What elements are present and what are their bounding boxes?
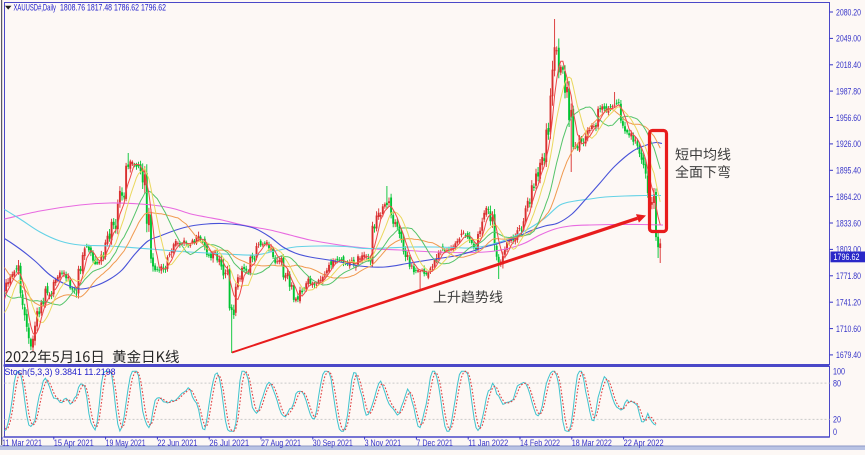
svg-text:27 Aug 2021: 27 Aug 2021 bbox=[261, 438, 301, 449]
svg-text:7 Dec 2021: 7 Dec 2021 bbox=[416, 438, 453, 449]
svg-text:1987.80: 1987.80 bbox=[836, 86, 861, 97]
svg-text:1741.20: 1741.20 bbox=[836, 298, 861, 309]
svg-text:2018.40: 2018.40 bbox=[836, 60, 861, 71]
svg-text:26 Jul 2021: 26 Jul 2021 bbox=[209, 438, 249, 449]
svg-text:1771.80: 1771.80 bbox=[836, 271, 861, 282]
svg-text:22 Jun 2021: 22 Jun 2021 bbox=[157, 438, 197, 449]
svg-text:1710.60: 1710.60 bbox=[836, 324, 861, 335]
svg-text:2049.00: 2049.00 bbox=[836, 34, 861, 45]
svg-text:18 Mar 2022: 18 Mar 2022 bbox=[572, 438, 612, 449]
svg-text:1956.60: 1956.60 bbox=[836, 113, 861, 124]
svg-text:1895.40: 1895.40 bbox=[836, 166, 861, 177]
svg-text:1679.40: 1679.40 bbox=[836, 350, 861, 361]
svg-text:2080.20: 2080.20 bbox=[836, 7, 861, 18]
svg-text:1808.76 1817.48 1786.62 1796.6: 1808.76 1817.48 1786.62 1796.62 bbox=[60, 3, 166, 14]
svg-text:XAUUSD#,Daily: XAUUSD#,Daily bbox=[14, 3, 57, 14]
svg-text:19 May 2021: 19 May 2021 bbox=[106, 438, 146, 449]
svg-text:11 Jan 2022: 11 Jan 2022 bbox=[468, 438, 508, 449]
svg-text:14 Feb 2022: 14 Feb 2022 bbox=[520, 438, 560, 449]
svg-text:11 Mar 2021: 11 Mar 2021 bbox=[2, 438, 42, 449]
svg-text:0: 0 bbox=[833, 427, 837, 438]
svg-text:15 Apr 2021: 15 Apr 2021 bbox=[54, 438, 94, 449]
svg-text:100: 100 bbox=[833, 366, 845, 377]
svg-text:1796.62: 1796.62 bbox=[834, 252, 860, 263]
svg-text:20: 20 bbox=[833, 415, 841, 426]
svg-text:1864.20: 1864.20 bbox=[836, 192, 861, 203]
svg-text:Stoch(5,3,3) 9.3841 11.2198: Stoch(5,3,3) 9.3841 11.2198 bbox=[5, 367, 116, 378]
svg-text:1926.00: 1926.00 bbox=[836, 139, 861, 150]
svg-text:22 Apr 2022: 22 Apr 2022 bbox=[624, 438, 664, 449]
svg-text:1833.60: 1833.60 bbox=[836, 218, 861, 229]
svg-text:80: 80 bbox=[833, 378, 841, 389]
svg-text:3 Nov 2021: 3 Nov 2021 bbox=[365, 438, 402, 449]
svg-text:30 Sep 2021: 30 Sep 2021 bbox=[313, 438, 353, 449]
